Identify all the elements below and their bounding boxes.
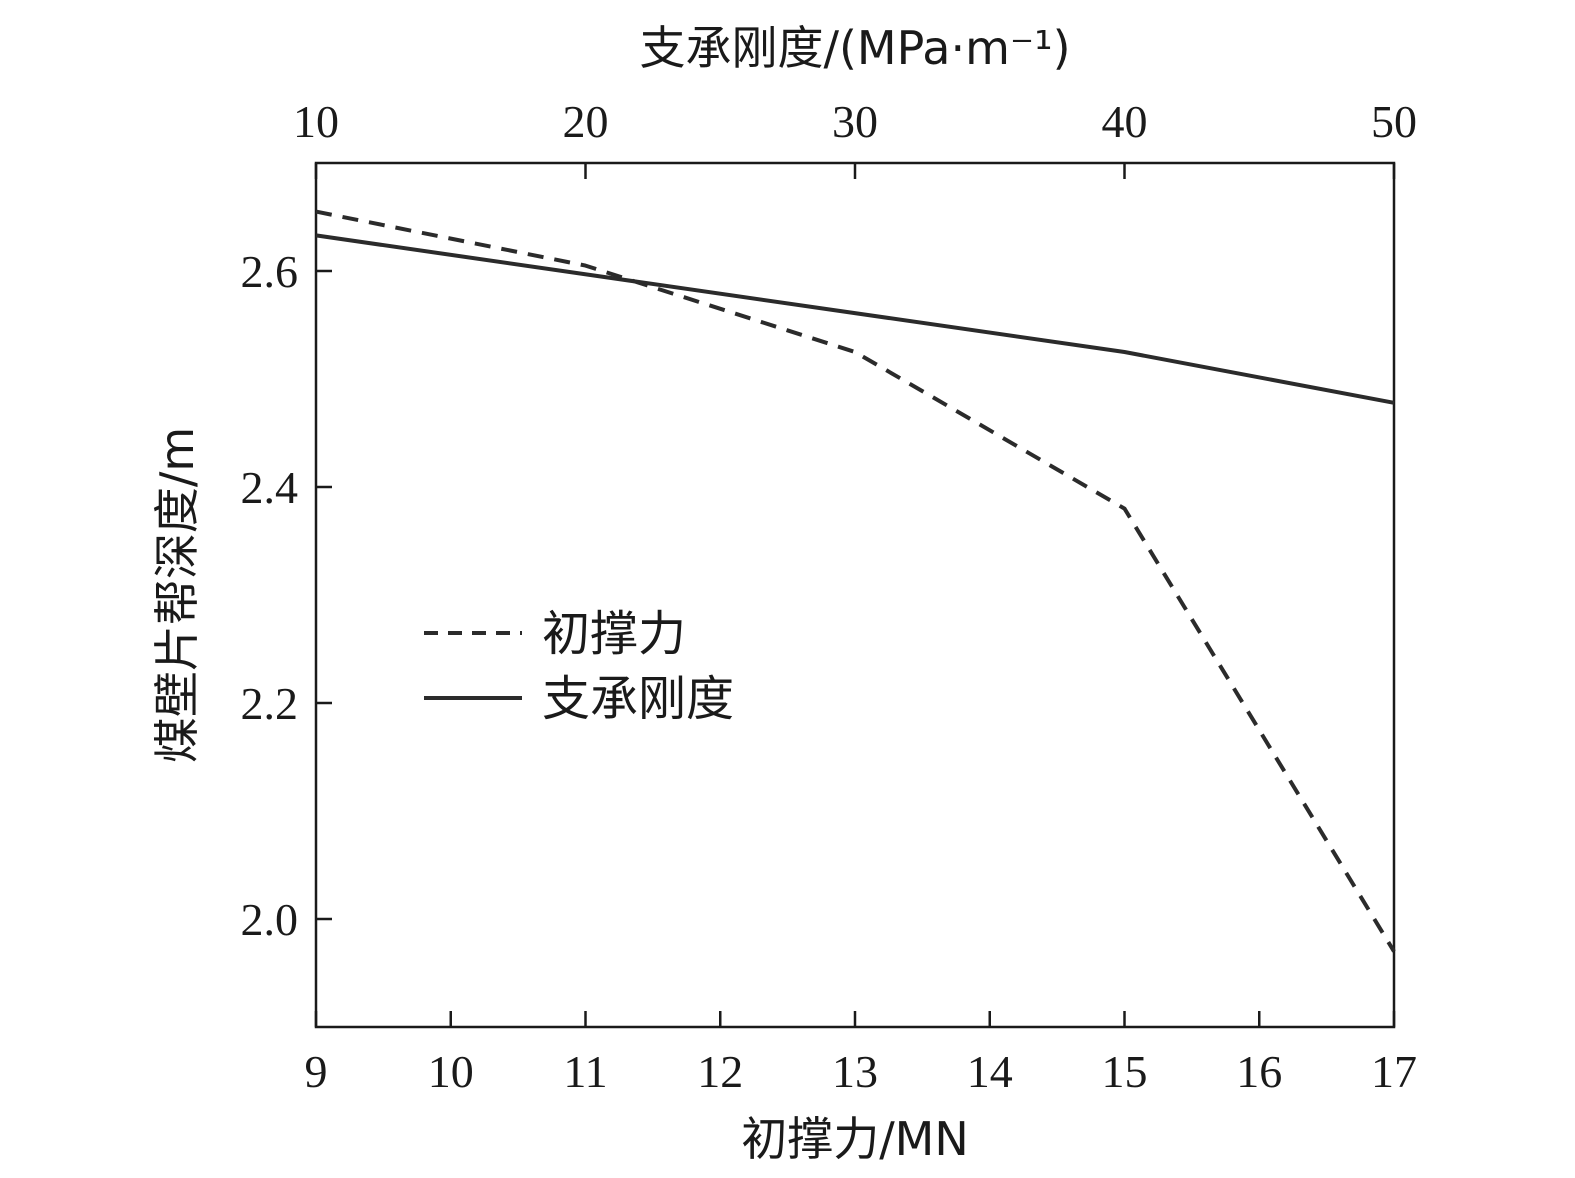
bottom-axis-title: 初撑力/MN	[741, 1112, 969, 1166]
series-line-0	[315, 209, 1396, 953]
legend-label-0: 初撑力	[542, 606, 686, 662]
top-tick-label-2: 30	[832, 96, 878, 147]
bottom-tick-label-0: 9	[305, 1046, 328, 1097]
bottom-tick-label-3: 12	[697, 1046, 743, 1097]
legend: 初撑力 支承刚度	[424, 606, 734, 727]
y-tick-label-2: 2.4	[241, 462, 299, 513]
bottom-tick-label-4: 13	[832, 1046, 878, 1097]
series-layer	[315, 209, 1396, 953]
ticks-layer: 9 10 11 12 13 14 15 16 17 10 20 30 40 50 2.0 2.2 2.4 2.6	[241, 96, 1418, 1097]
top-axis-title: 支承刚度/(MPa·m⁻¹)	[639, 21, 1070, 75]
top-tick-label-4: 50	[1371, 96, 1417, 147]
bottom-tick-label-6: 15	[1102, 1046, 1148, 1097]
y-axis-title: 煤壁片帮深度/m	[150, 427, 204, 763]
y-tick-label-0: 2.0	[241, 894, 299, 945]
top-tick-label-3: 40	[1102, 96, 1148, 147]
bottom-tick-label-5: 14	[967, 1046, 1013, 1097]
series-line-1	[315, 233, 1395, 405]
plot-frame	[314, 161, 1396, 1029]
bottom-tick-label-7: 16	[1236, 1046, 1282, 1097]
y-tick-label-3: 2.6	[241, 246, 299, 297]
bottom-tick-label-1: 10	[428, 1046, 474, 1097]
bottom-tick-label-2: 11	[563, 1046, 607, 1097]
bottom-tick-label-8: 17	[1371, 1046, 1417, 1097]
top-tick-label-0: 10	[293, 96, 339, 147]
top-tick-label-1: 20	[563, 96, 609, 147]
legend-label-1: 支承刚度	[542, 671, 734, 727]
y-tick-label-1: 2.2	[241, 678, 299, 729]
